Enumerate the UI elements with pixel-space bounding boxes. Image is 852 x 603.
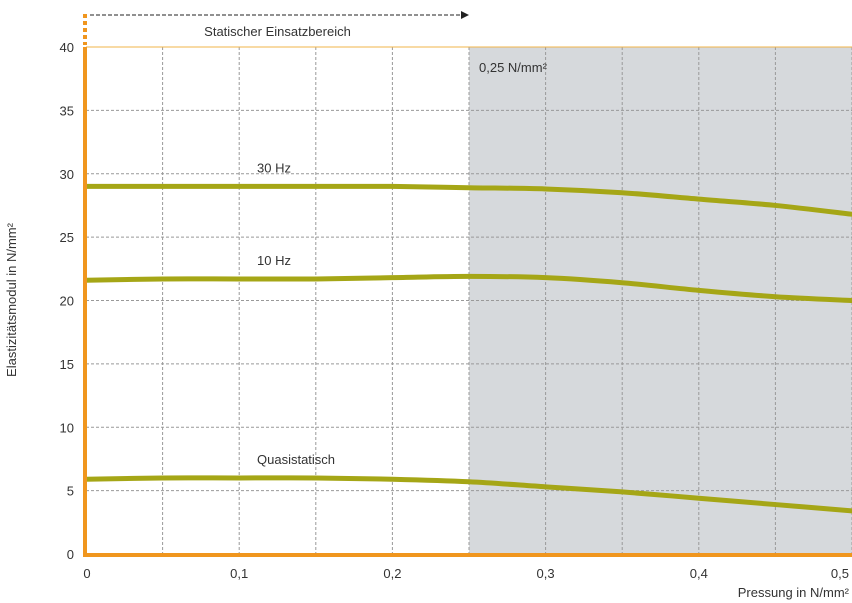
y-axis-label: Elastizitätsmodul in N/mm² — [4, 222, 19, 377]
y-tick-label: 15 — [60, 357, 74, 372]
static-range-label: Statischer Einsatzbereich — [204, 24, 351, 39]
axes — [83, 14, 852, 557]
y-tick-label: 25 — [60, 230, 74, 245]
y-tick-label: 30 — [60, 167, 74, 182]
series-line-1 — [83, 273, 852, 303]
y-tick-label: 35 — [60, 103, 74, 118]
x-axis-label: Pressung in N/mm² — [738, 585, 850, 600]
shaded-region-label: 0,25 N/mm² — [479, 60, 548, 75]
series-label-2: Quasistatisch — [257, 452, 335, 467]
series-group: 30 Hz 10 Hz Quasistatisch — [83, 160, 852, 514]
x-tick-label: 0,4 — [690, 566, 708, 581]
y-tick-label: 40 — [60, 40, 74, 55]
y-tick-label: 20 — [60, 294, 74, 309]
arrow-head — [461, 11, 469, 19]
x-tick-label: 0,5 — [831, 566, 849, 581]
static-range-arrow — [90, 11, 469, 19]
series-label-1: 10 Hz — [257, 253, 291, 268]
y-tick-label: 0 — [67, 547, 74, 562]
y-tick-label: 10 — [60, 420, 74, 435]
x-tick-label: 0,1 — [230, 566, 248, 581]
x-tick-label: 0,3 — [537, 566, 555, 581]
series-line-2 — [83, 475, 852, 514]
y-tick-label: 5 — [67, 484, 74, 499]
series-line-0 — [83, 183, 852, 217]
x-tick-label: 0,2 — [383, 566, 401, 581]
tick-labels: 0 5 10 15 20 25 30 35 40 0 0,1 0,2 0,3 0,4 0,5 — [60, 40, 849, 581]
series-label-0: 30 Hz — [257, 160, 291, 175]
grid — [86, 46, 852, 554]
x-tick-label: 0 — [83, 566, 90, 581]
